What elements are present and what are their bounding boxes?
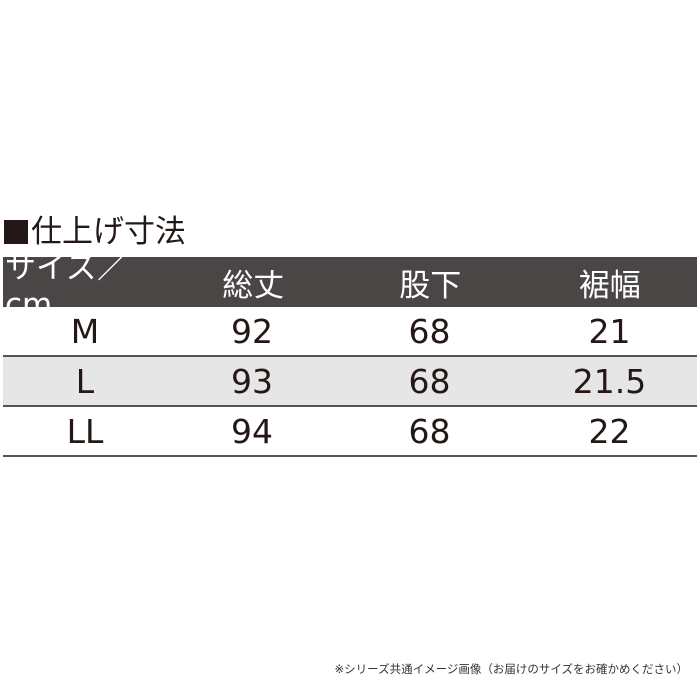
table-row: LL 94 68 22 xyxy=(3,407,697,457)
size-table: サイズ／cm 総丈 股下 裾幅 M 92 68 21 L 93 68 21.5 … xyxy=(3,250,697,457)
header-hem-width: 裾幅 xyxy=(578,267,641,304)
cell-inseam: 68 xyxy=(408,411,451,451)
footnote: ※シリーズ共通イメージ画像（お届けのサイズをお確かめください） xyxy=(334,662,688,676)
cell-inseam: 68 xyxy=(408,311,451,351)
header-size: サイズ／cm xyxy=(5,249,129,323)
cell-size: M xyxy=(70,311,100,351)
cell-hem-width: 21.5 xyxy=(572,361,647,401)
square-bullet-icon xyxy=(4,220,28,244)
cell-total-length: 93 xyxy=(231,361,273,401)
cell-hem-width: 22 xyxy=(588,411,631,451)
section-title: 仕上げ寸法 xyxy=(4,213,186,251)
header-total-length: 総丈 xyxy=(222,267,285,304)
cell-inseam: 68 xyxy=(408,361,451,401)
table-row: M 92 68 21 xyxy=(3,307,697,357)
table-row: L 93 68 21.5 xyxy=(3,357,697,407)
table-header-row: サイズ／cm 総丈 股下 裾幅 xyxy=(3,250,697,323)
section-title-text: 仕上げ寸法 xyxy=(31,214,186,250)
cell-size: L xyxy=(75,361,95,401)
cell-size: LL xyxy=(66,411,104,451)
header-inseam: 股下 xyxy=(399,267,462,304)
cell-total-length: 92 xyxy=(231,311,273,351)
cell-hem-width: 21 xyxy=(588,311,631,351)
cell-total-length: 94 xyxy=(231,411,273,451)
